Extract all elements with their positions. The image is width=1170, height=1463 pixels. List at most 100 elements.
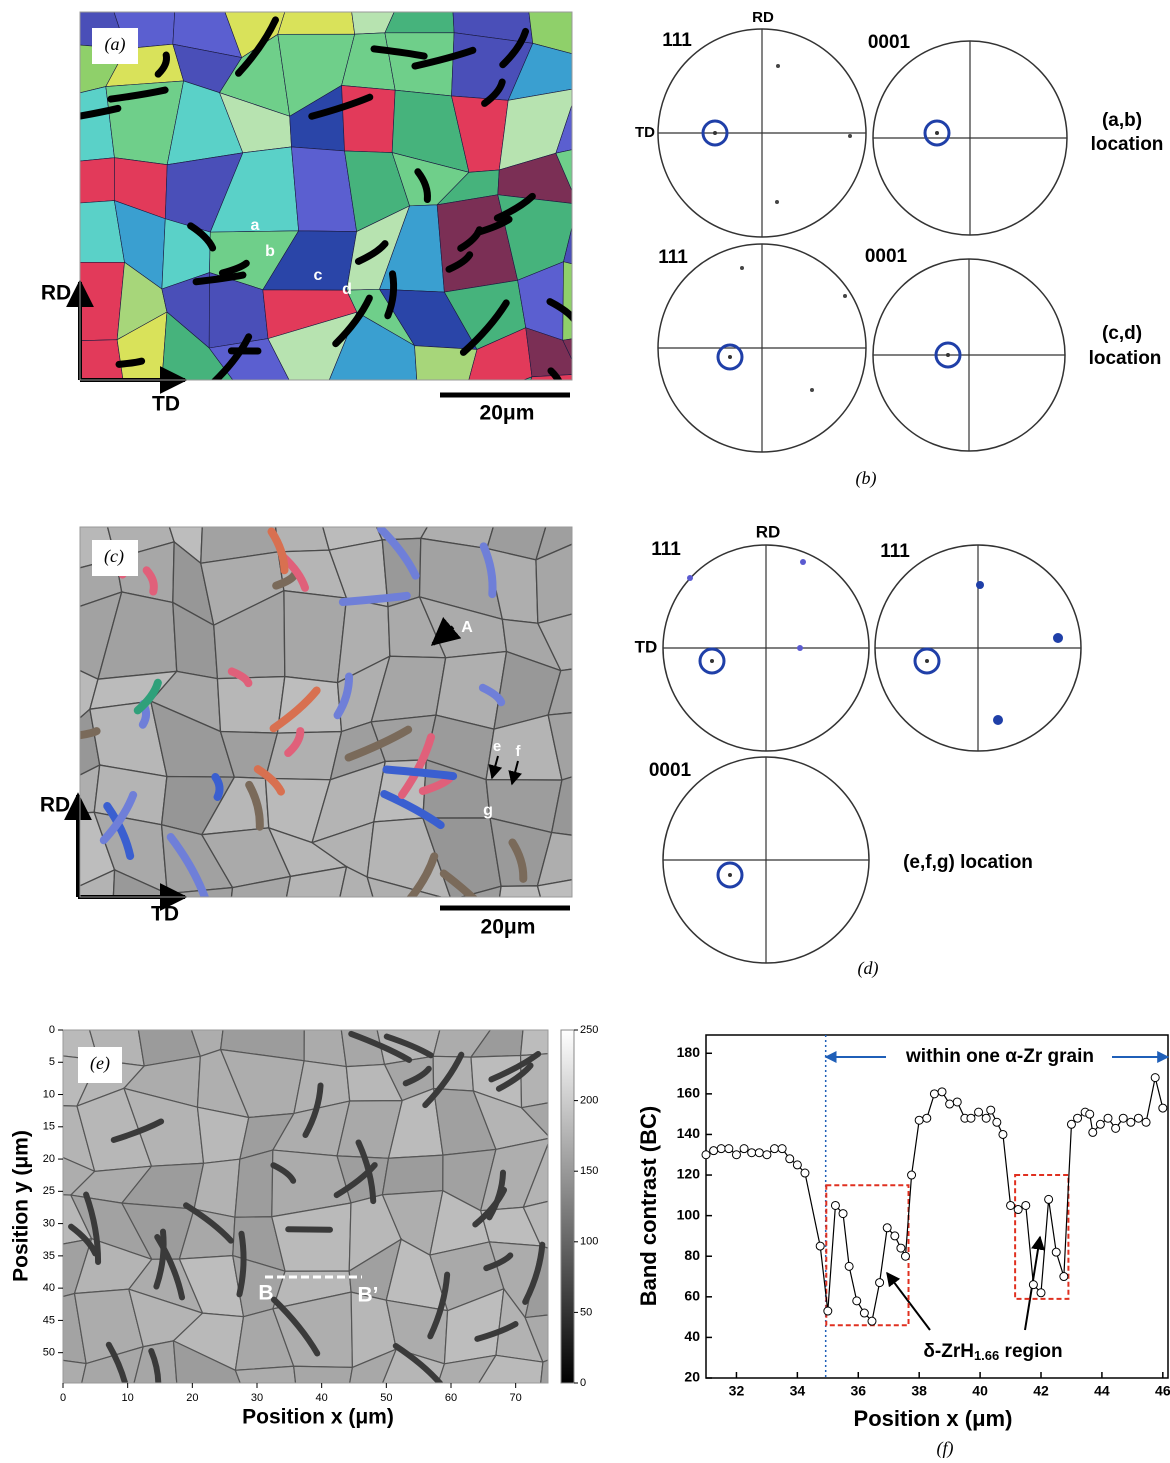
x-tick-label: 46	[1155, 1383, 1170, 1399]
x-tick-label: 36	[850, 1383, 866, 1399]
x-axis-label: Position x (μm)	[854, 1406, 1013, 1431]
data-point	[1089, 1128, 1097, 1136]
x-tick-label: 60	[445, 1392, 457, 1404]
grain	[40, 385, 124, 465]
y-tick-label: 5	[49, 1056, 55, 1068]
grain	[265, 732, 341, 780]
y-tick-label: 50	[43, 1347, 55, 1359]
pole	[713, 131, 717, 135]
x-tick-label: 0	[60, 1392, 66, 1404]
y-tick-label: 25	[43, 1185, 55, 1197]
data-point	[930, 1090, 938, 1098]
data-point	[1096, 1120, 1104, 1128]
data-point	[1074, 1114, 1082, 1122]
rd-label: RD	[40, 794, 70, 817]
grain	[563, 327, 647, 391]
data-point	[1067, 1120, 1075, 1128]
data-point	[860, 1309, 868, 1317]
data-point	[801, 1169, 809, 1177]
pole-label: 111	[662, 30, 692, 51]
data-point	[946, 1100, 954, 1108]
data-point	[771, 1145, 779, 1153]
scale-label: 20μm	[481, 916, 536, 939]
scale-label: 20μm	[480, 402, 535, 425]
td-label: TD	[635, 124, 655, 141]
point-label: e	[493, 738, 501, 755]
grain	[227, 876, 291, 946]
page: {"panel_a":{"label":"(a)","rd":"RD","td"…	[0, 0, 1170, 1463]
point-label: c	[314, 267, 323, 284]
rd-label: RD	[41, 282, 71, 305]
data-point	[755, 1149, 763, 1157]
grain	[329, 381, 419, 441]
grain	[59, 201, 125, 263]
data-point	[1104, 1114, 1112, 1122]
grain	[232, 382, 293, 448]
pole	[710, 659, 714, 663]
data-point	[786, 1155, 794, 1163]
grain	[133, 989, 200, 1066]
data-point	[702, 1151, 710, 1159]
grain	[66, 158, 115, 204]
data-point	[778, 1145, 786, 1153]
pole-label: 111	[880, 541, 910, 562]
data-point	[793, 1161, 801, 1169]
grain	[284, 591, 347, 683]
data-point	[1142, 1118, 1150, 1126]
panel-label: (e)	[90, 1053, 110, 1074]
data-point	[901, 1252, 909, 1260]
location-label: location	[1091, 134, 1164, 155]
data-point	[987, 1106, 995, 1114]
data-point	[967, 1114, 975, 1122]
grain	[471, 1001, 526, 1057]
annotation: within one α-Zr grain	[905, 1046, 1094, 1067]
grain	[285, 381, 351, 447]
y-tick-label: 100	[677, 1206, 701, 1222]
data-point	[1060, 1273, 1068, 1281]
td-label: TD	[152, 393, 180, 416]
panel-label: (f)	[937, 1438, 954, 1459]
figure: (a) a b c d RD TD 20μm (c) A e f g RD TD…	[0, 0, 1170, 1463]
hydride	[119, 361, 142, 364]
data-point	[763, 1151, 771, 1159]
pole	[728, 355, 732, 359]
pole	[775, 200, 779, 204]
data-point	[717, 1145, 725, 1153]
pole-label: 111	[651, 539, 681, 560]
data-point	[748, 1149, 756, 1157]
grain	[124, 1400, 193, 1447]
y-tick-label: 160	[677, 1085, 701, 1101]
panel-label: (a)	[105, 34, 126, 55]
x-tick-label: 30	[251, 1392, 263, 1404]
x-tick-label: 38	[911, 1383, 927, 1399]
td-label: TD	[151, 903, 179, 926]
x-axis-label: Position x (μm)	[242, 1406, 394, 1429]
colorbar-tick-label: 250	[580, 1024, 598, 1036]
point-label: d	[342, 281, 352, 298]
y-tick-label: 60	[684, 1288, 700, 1304]
y-tick-label: 30	[43, 1218, 55, 1230]
grain	[277, 677, 341, 734]
point-label: g	[483, 802, 493, 819]
data-point	[891, 1232, 899, 1240]
pole	[843, 294, 847, 298]
data-point	[883, 1224, 891, 1232]
location-label: location	[1089, 348, 1162, 369]
colorbar	[561, 1030, 574, 1383]
annotation: δ-ZrH1.66 region	[923, 1341, 1062, 1363]
y-tick-label: 140	[677, 1125, 701, 1141]
colorbar-tick-label: 0	[580, 1377, 586, 1389]
data-point	[845, 1262, 853, 1270]
grain	[53, 87, 114, 163]
pole	[976, 581, 984, 589]
y-tick-label: 20	[684, 1369, 700, 1385]
pole-label: 0001	[865, 246, 908, 267]
plot-frame	[706, 1035, 1168, 1378]
data-point	[923, 1114, 931, 1122]
grain	[382, 1155, 443, 1195]
data-point	[1151, 1074, 1159, 1082]
data-point	[1022, 1201, 1030, 1209]
grain	[24, 1355, 86, 1413]
data-point	[824, 1307, 832, 1315]
data-point	[982, 1114, 990, 1122]
